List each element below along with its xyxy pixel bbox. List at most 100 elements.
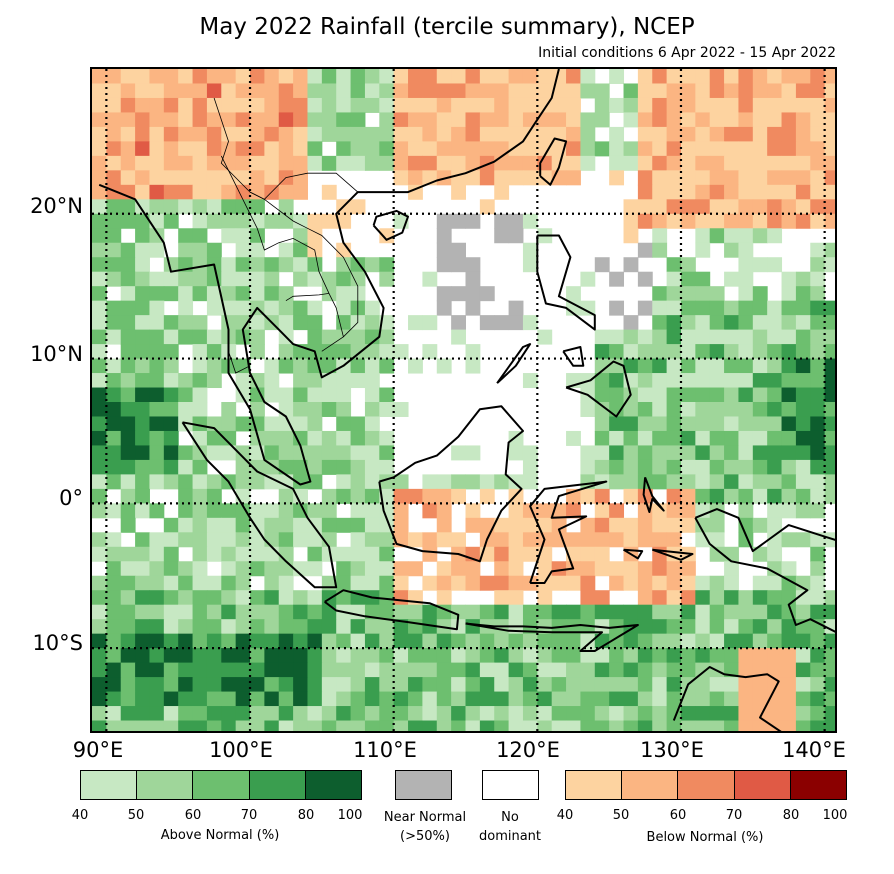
tercile-cell [278,546,294,562]
tercile-cell [92,532,107,548]
tercile-cell [106,329,122,345]
tercile-cell [350,546,366,562]
tercile-cell [810,648,826,664]
tercile-cell [120,242,136,258]
tercile-cell [709,619,725,635]
tercile-cell [508,648,524,664]
tercile-cell [652,430,668,446]
tercile-cell [149,474,165,490]
tercile-cell [149,184,165,200]
tercile-cell [566,430,581,446]
legend-below-swatch [734,771,791,799]
tercile-cell [235,546,251,562]
tercile-cell [594,517,610,533]
tercile-cell [508,546,524,562]
tercile-cell [824,402,835,417]
tercile-cell [350,344,366,360]
tercile-cell [336,474,352,490]
tercile-cell [307,228,323,244]
tercile-cell [666,315,682,331]
tercile-cell [264,677,280,693]
tercile-cell [206,430,222,446]
tercile-cell [264,720,280,731]
tercile-cell [709,387,725,403]
tercile-cell [623,532,639,548]
tercile-cell [709,329,725,345]
tercile-cell [92,141,107,157]
tercile-cell [120,633,136,649]
tercile-cell [522,720,538,731]
tercile-cell [724,126,739,142]
tercile-cell [724,155,739,171]
tercile-cell [637,170,653,186]
tercile-cell [92,286,107,302]
tercile-cell [364,691,380,707]
tercile-cell [235,691,251,707]
tercile-cell [393,126,409,142]
tercile-cell [163,720,179,731]
tercile-cell [810,546,826,562]
tercile-cell [637,706,653,722]
tercile-cell [393,662,409,678]
tercile-cell [307,662,323,678]
tercile-cell [781,126,797,142]
tercile-cell [810,141,826,157]
legend-below-tick: 100 [822,808,848,823]
tercile-cell [178,416,194,432]
tercile-cell [451,155,466,171]
tercile-cell [522,126,538,142]
tercile-cell [336,271,352,287]
tercile-cell [178,112,194,128]
tercile-cell [752,488,768,504]
tercile-cell [178,126,194,142]
tercile-cell [724,373,739,389]
tercile-cell [120,257,136,273]
tercile-cell [479,315,495,331]
tercile-cell [810,344,826,360]
tercile-cell [163,141,179,157]
tercile-cell [192,590,208,606]
tercile-cell [264,590,280,606]
tercile-cell [206,706,222,722]
tercile-cell [135,474,150,490]
tercile-cell [709,575,725,591]
tercile-cell [781,329,797,345]
coastline [98,69,560,486]
tercile-cell [163,546,179,562]
tercile-cell [795,69,811,84]
tercile-cell [350,358,366,374]
tercile-cell [666,402,682,417]
tercile-cell [250,691,265,707]
tercile-cell [666,126,682,142]
tercile-cell [192,474,208,490]
tercile-cell [566,155,581,171]
tercile-cell [652,387,668,403]
tercile-cell [623,257,639,273]
tercile-cell [192,416,208,432]
tercile-cell [566,604,581,620]
tercile-cell [479,141,495,157]
tercile-cell [623,213,639,229]
tercile-cell [106,633,122,649]
tercile-cell [551,677,567,693]
tercile-cell [92,228,107,244]
tercile-cell [350,445,366,461]
tercile-cell [609,706,625,722]
tercile-cell [623,430,639,446]
tercile-cell [752,112,768,128]
tercile-cell [508,677,524,693]
tercile-cell [350,648,366,664]
tercile-cell [767,97,783,113]
tercile-cell [566,170,581,186]
tercile-cell [537,329,553,345]
tercile-cell [494,532,510,548]
tercile-cell [278,459,294,475]
tercile-cell [321,213,337,229]
tercile-cell [738,416,754,432]
tercile-cell [350,430,366,446]
tercile-cell [724,141,739,157]
tercile-cell [135,141,150,157]
tercile-cell [379,387,395,403]
tercile-cell [264,532,280,548]
tercile-cell [364,373,380,389]
